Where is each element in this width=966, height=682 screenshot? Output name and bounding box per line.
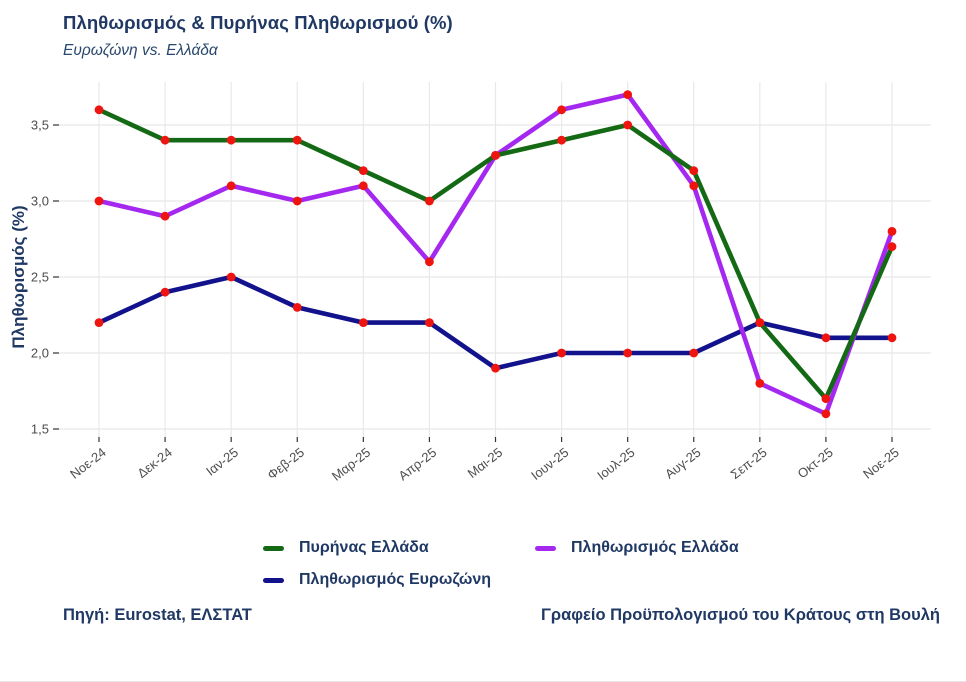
axis-ticks bbox=[53, 124, 893, 442]
data-point bbox=[160, 287, 170, 297]
data-point bbox=[226, 181, 236, 191]
x-tick-label: Δεκ-24 bbox=[134, 445, 175, 481]
data-point bbox=[755, 379, 765, 388]
legend-label-inflation-greece: Πληθωρισμός Ελλάδα bbox=[571, 539, 739, 556]
x-tick-label: Φεβ-25 bbox=[264, 445, 307, 483]
x-tick-label: Ιουλ-25 bbox=[594, 445, 637, 483]
legend-label-inflation-eurozone: Πληθωρισμός Ευρωζώνη bbox=[299, 571, 492, 588]
data-point bbox=[623, 90, 633, 99]
data-point bbox=[358, 166, 368, 175]
x-tick-label: Απρ-25 bbox=[395, 445, 439, 484]
data-point bbox=[425, 196, 434, 206]
source-note: Πηγή: Eurostat, ΕΛΣΤΑΤ bbox=[63, 606, 252, 624]
chart-svg: Νοε-24 Δεκ-24 Ιαν-25 Φεβ-25 Μαρ-25 Απρ-25 Μαι-… bbox=[9, 82, 931, 484]
data-point bbox=[887, 227, 897, 236]
y-tick-label: 1,5 bbox=[31, 422, 49, 437]
data-point bbox=[689, 181, 699, 191]
data-point bbox=[557, 348, 566, 358]
y-tick-label: 3,0 bbox=[31, 194, 49, 209]
data-point bbox=[226, 135, 236, 145]
data-point bbox=[425, 257, 434, 267]
data-point bbox=[821, 409, 831, 419]
data-point bbox=[160, 135, 170, 145]
data-point bbox=[491, 151, 500, 160]
data-point bbox=[887, 242, 897, 252]
chart-subtitle: Ευρωζώνη vs. Ελλάδα bbox=[63, 42, 218, 59]
x-tick-label: Αυγ-25 bbox=[662, 445, 704, 482]
data-point-markers bbox=[94, 90, 897, 419]
x-tick-label: Νοε-25 bbox=[860, 445, 902, 482]
data-point bbox=[689, 166, 699, 175]
data-point bbox=[821, 394, 831, 403]
x-tick-label: Μαρ-25 bbox=[329, 445, 373, 484]
x-tick-label: Μαι-25 bbox=[465, 445, 506, 481]
x-tick-label: Νοε-24 bbox=[67, 445, 109, 482]
data-point bbox=[94, 196, 104, 206]
data-point bbox=[358, 181, 368, 191]
legend-item-inflation-eurozone: Πληθωρισμός Ευρωζώνη bbox=[263, 570, 491, 590]
y-tick-label: 3,5 bbox=[31, 118, 49, 133]
data-point bbox=[226, 272, 236, 282]
data-point bbox=[292, 303, 302, 312]
data-point bbox=[292, 196, 302, 206]
data-point bbox=[292, 135, 302, 145]
y-tick-label: 2,0 bbox=[31, 346, 49, 361]
legend-item-core-greece: Πυρήνας Ελλάδα bbox=[263, 538, 429, 558]
x-tick-label: Οκτ-25 bbox=[795, 445, 836, 482]
attribution-note: Γραφείο Προϋπολογισμού του Κράτους στη Β… bbox=[540, 606, 940, 624]
y-tick-label: 2,5 bbox=[31, 270, 49, 285]
data-point bbox=[491, 363, 500, 373]
data-point bbox=[689, 348, 699, 358]
footer: Πηγή: Eurostat, ΕΛΣΤΑΤ Γραφείο Προϋπολογ… bbox=[63, 606, 940, 625]
data-point bbox=[755, 318, 765, 327]
data-point bbox=[358, 318, 368, 327]
data-point bbox=[425, 318, 434, 327]
legend-swatch-inflation-eurozone bbox=[263, 577, 284, 583]
gridlines bbox=[59, 82, 931, 437]
data-point bbox=[887, 333, 897, 343]
legend-item-inflation-greece: Πληθωρισμός Ελλάδα bbox=[535, 538, 739, 558]
legend-swatch-inflation-greece bbox=[535, 545, 556, 551]
x-tick-label: Ιαν-25 bbox=[203, 445, 241, 479]
data-point bbox=[623, 120, 633, 130]
y-axis-title: Πληθωρισμός (%) bbox=[9, 205, 28, 348]
data-point bbox=[557, 135, 566, 145]
chart-title: Πληθωρισμός & Πυρήνας Πληθωρισμού (%) bbox=[63, 12, 453, 33]
data-point bbox=[94, 105, 104, 115]
x-tick-label: Ιουν-25 bbox=[528, 445, 571, 483]
legend-label-core-greece: Πυρήνας Ελλάδα bbox=[299, 539, 429, 556]
data-point bbox=[623, 348, 633, 358]
legend-swatch-core-greece bbox=[263, 545, 284, 551]
data-point bbox=[94, 318, 104, 327]
data-point bbox=[557, 105, 566, 115]
data-point bbox=[821, 333, 831, 343]
x-tick-label: Σεπ-25 bbox=[728, 445, 770, 482]
data-point bbox=[160, 211, 170, 221]
